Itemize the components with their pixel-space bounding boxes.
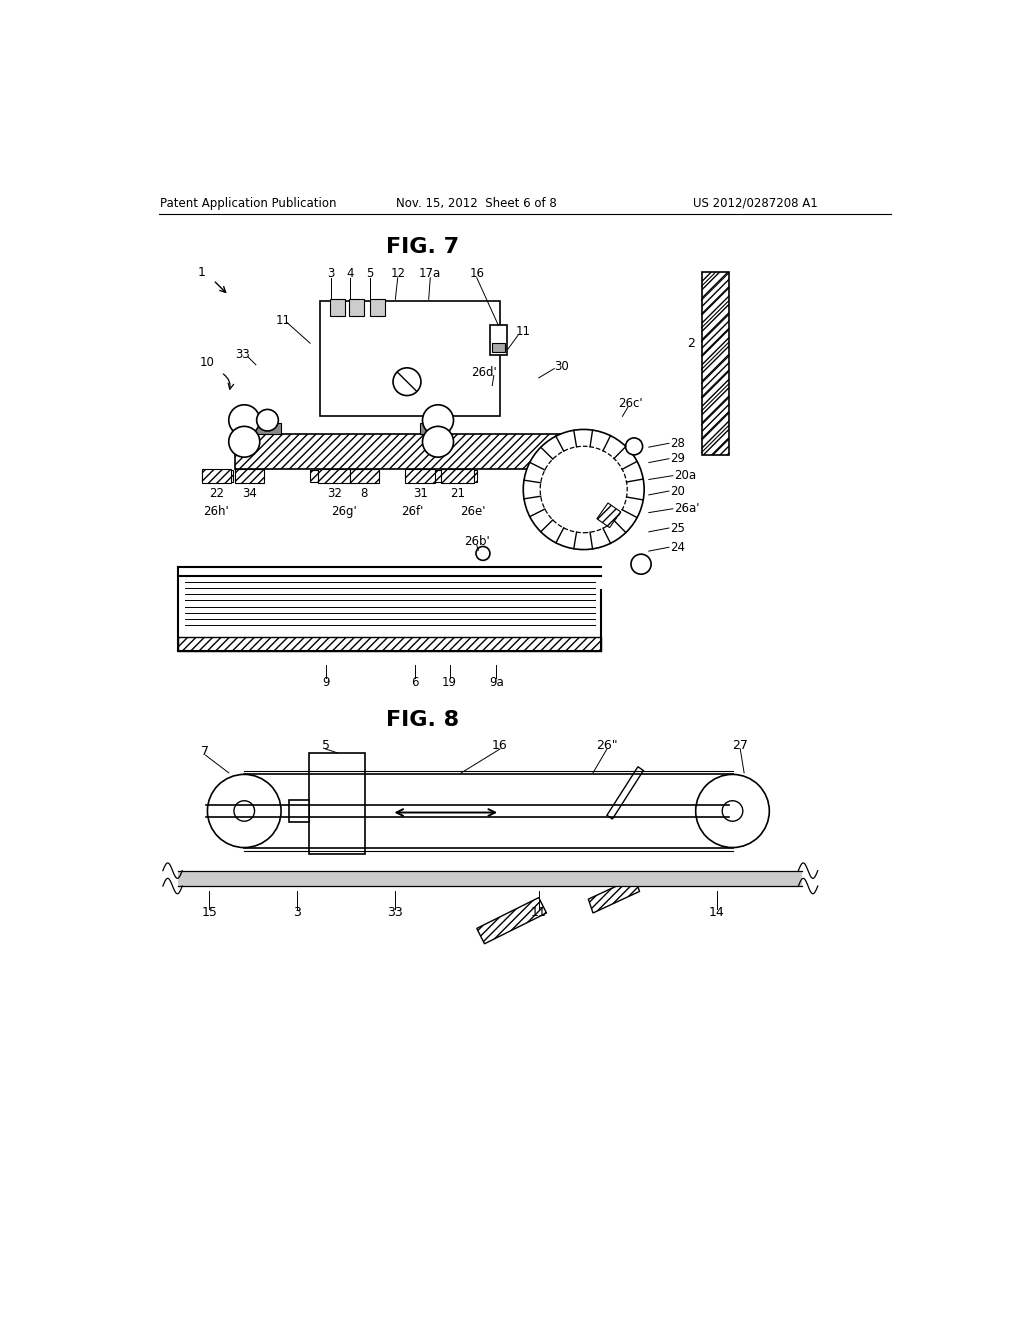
Bar	[317, 469, 350, 483]
Circle shape	[393, 368, 421, 396]
Text: 3: 3	[293, 907, 301, 920]
Text: 11: 11	[530, 907, 547, 920]
Text: 12: 12	[390, 268, 406, 280]
Text: 9a: 9a	[488, 676, 504, 689]
Text: 8: 8	[360, 487, 368, 500]
Bar	[370, 300, 385, 317]
Circle shape	[476, 546, 489, 561]
Text: 26c': 26c'	[617, 397, 642, 409]
Text: 1: 1	[198, 265, 206, 279]
Text: 17a: 17a	[419, 268, 441, 280]
Circle shape	[631, 554, 651, 574]
Bar	[349, 300, 365, 317]
Polygon shape	[589, 878, 640, 913]
Text: 31: 31	[413, 487, 428, 500]
Bar	[406, 469, 435, 483]
Bar	[289, 800, 309, 822]
Circle shape	[228, 426, 260, 457]
Bar	[321, 301, 500, 416]
Text: 9: 9	[322, 676, 330, 689]
Circle shape	[722, 801, 742, 821]
Circle shape	[423, 405, 454, 436]
Text: 34: 34	[243, 487, 257, 500]
Circle shape	[228, 405, 260, 436]
Bar	[489, 326, 507, 355]
Text: 7: 7	[202, 744, 210, 758]
Circle shape	[257, 409, 279, 430]
Circle shape	[626, 438, 643, 455]
Text: 19: 19	[442, 676, 457, 689]
Circle shape	[233, 801, 255, 821]
Text: 15: 15	[202, 907, 217, 920]
Text: 3: 3	[328, 268, 335, 280]
Bar	[254, 424, 282, 434]
Circle shape	[208, 775, 281, 847]
Circle shape	[423, 426, 454, 457]
Circle shape	[695, 775, 769, 847]
Text: 14: 14	[710, 907, 725, 920]
Polygon shape	[477, 898, 547, 944]
Bar	[202, 469, 231, 483]
Bar	[178, 871, 802, 886]
Bar	[178, 638, 601, 651]
Text: 27: 27	[732, 739, 749, 751]
Bar	[234, 469, 264, 483]
Text: 5: 5	[322, 739, 330, 751]
Text: 26": 26"	[596, 739, 617, 751]
Text: Patent Application Publication: Patent Application Publication	[160, 197, 336, 210]
Text: 33: 33	[236, 348, 250, 362]
Text: 16: 16	[469, 268, 484, 280]
Text: 26e': 26e'	[460, 504, 485, 517]
Text: 26b': 26b'	[464, 536, 489, 548]
Text: 10: 10	[200, 356, 214, 370]
Text: 2: 2	[687, 337, 694, 350]
Text: FIG. 8: FIG. 8	[386, 710, 459, 730]
Text: 11: 11	[516, 325, 530, 338]
Text: 26h': 26h'	[204, 504, 229, 517]
Text: 29: 29	[671, 453, 685, 465]
Bar	[434, 470, 477, 482]
Text: 21: 21	[450, 487, 465, 500]
Text: 33: 33	[387, 907, 403, 920]
Text: 16: 16	[493, 739, 508, 751]
Text: 5: 5	[367, 268, 374, 280]
Text: 25: 25	[671, 521, 685, 535]
Text: US 2012/0287208 A1: US 2012/0287208 A1	[693, 197, 818, 210]
Text: 22: 22	[209, 487, 224, 500]
Bar	[234, 434, 562, 469]
Text: 20: 20	[671, 484, 685, 498]
Text: 30: 30	[555, 360, 569, 372]
Text: 32: 32	[327, 487, 342, 500]
Text: 11: 11	[275, 314, 291, 326]
Text: Nov. 15, 2012  Sheet 6 of 8: Nov. 15, 2012 Sheet 6 of 8	[396, 197, 557, 210]
Bar	[701, 272, 729, 455]
Text: 24: 24	[671, 541, 685, 554]
Circle shape	[523, 429, 644, 549]
Text: 26a': 26a'	[675, 502, 699, 515]
Text: 28: 28	[671, 437, 685, 450]
Bar	[202, 470, 232, 482]
Text: 20a: 20a	[675, 469, 696, 482]
Bar	[597, 503, 621, 528]
Polygon shape	[607, 767, 643, 818]
Bar	[310, 470, 352, 482]
Text: FIG. 7: FIG. 7	[386, 238, 459, 257]
Text: 26d': 26d'	[472, 366, 498, 379]
Text: 26f': 26f'	[401, 504, 424, 517]
Bar	[420, 424, 449, 434]
Text: 6: 6	[411, 676, 419, 689]
Bar	[330, 300, 345, 317]
Text: 4: 4	[347, 268, 354, 280]
Text: 26g': 26g'	[332, 504, 357, 517]
Bar	[493, 343, 505, 352]
Bar	[441, 469, 474, 483]
Bar	[349, 469, 379, 483]
Bar	[309, 752, 366, 854]
